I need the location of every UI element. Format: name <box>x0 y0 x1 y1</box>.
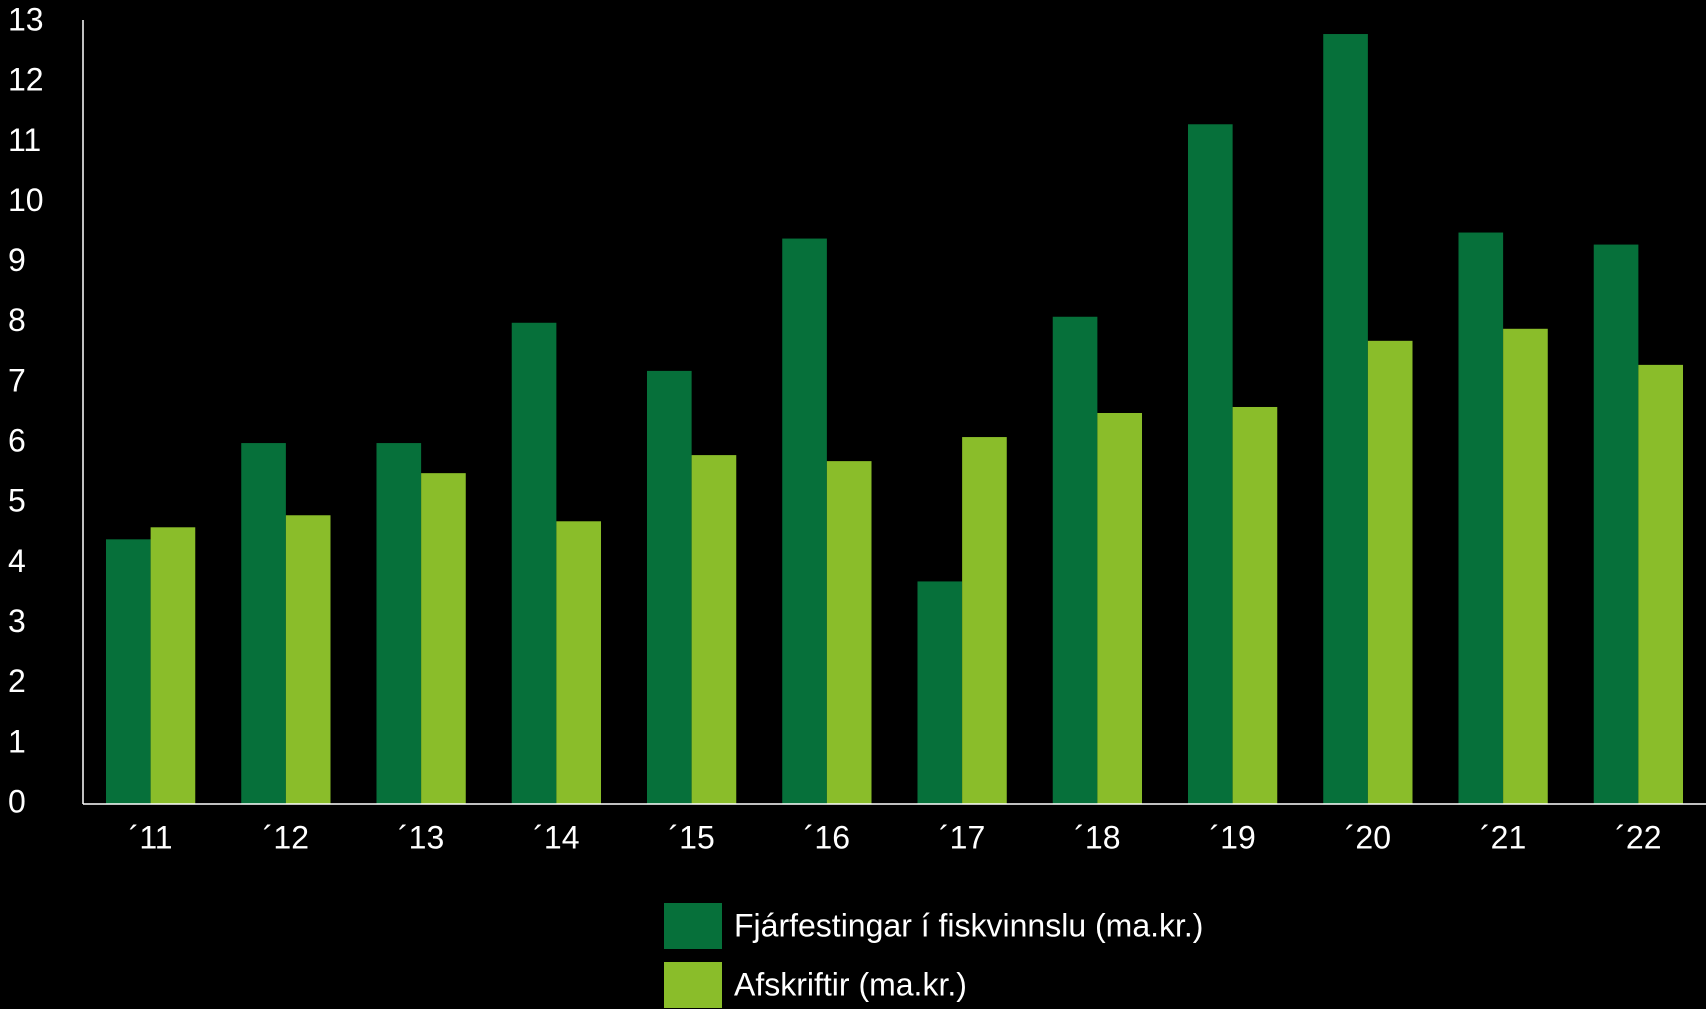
y-tick-label: 5 <box>8 483 26 519</box>
x-tick-label: ´20 <box>1345 819 1391 855</box>
x-tick-label: ´17 <box>939 819 985 855</box>
y-tick-label: 12 <box>8 62 44 98</box>
y-tick-label: 13 <box>8 1 44 37</box>
y-tick-label: 3 <box>8 603 26 639</box>
y-tick-label: 2 <box>8 663 26 699</box>
bar <box>917 581 963 804</box>
legend-swatch <box>664 962 722 1008</box>
legend-label: Fjárfestingar í fiskvinnslu (ma.kr.) <box>734 907 1203 943</box>
x-tick-label: ´14 <box>533 819 579 855</box>
bar <box>1593 244 1639 805</box>
y-tick-label: 1 <box>8 723 26 759</box>
bar <box>241 443 286 804</box>
bar <box>1638 364 1684 804</box>
x-tick-label: ´15 <box>669 819 715 855</box>
y-tick-label: 9 <box>8 242 26 278</box>
bar <box>105 539 151 804</box>
bar <box>1187 124 1233 804</box>
bar <box>511 322 557 804</box>
y-tick-label: 6 <box>8 423 26 459</box>
legend-swatch <box>664 903 722 949</box>
x-tick-label: ´22 <box>1615 819 1661 855</box>
x-tick-label: ´21 <box>1480 819 1526 855</box>
legend-label: Afskriftir (ma.kr.) <box>734 966 967 1002</box>
bar <box>1323 34 1368 805</box>
bar <box>691 455 737 804</box>
x-tick-label: ´13 <box>398 819 444 855</box>
bar <box>150 527 196 804</box>
bar <box>376 443 422 804</box>
bar <box>556 521 602 804</box>
x-tick-label: ´18 <box>1074 819 1120 855</box>
x-tick-label: ´11 <box>129 819 173 855</box>
bar <box>1097 413 1143 804</box>
bar <box>1458 232 1504 805</box>
bar <box>1052 316 1098 804</box>
y-tick-label: 10 <box>8 182 44 218</box>
bar <box>962 437 1007 804</box>
bar <box>1503 328 1548 804</box>
x-tick-label: ´19 <box>1210 819 1256 855</box>
y-tick-label: 7 <box>8 362 26 398</box>
bar <box>782 238 827 805</box>
bar <box>285 515 331 804</box>
x-tick-label: ´16 <box>804 819 850 855</box>
y-tick-label: 4 <box>8 543 26 579</box>
bar <box>646 370 692 804</box>
bar <box>421 473 466 804</box>
y-tick-label: 0 <box>8 783 26 819</box>
x-tick-label: ´12 <box>263 819 309 855</box>
bar <box>1232 406 1278 804</box>
bar <box>1367 340 1413 804</box>
bar <box>826 461 872 804</box>
y-tick-label: 8 <box>8 302 26 338</box>
y-tick-label: 11 <box>8 122 41 158</box>
